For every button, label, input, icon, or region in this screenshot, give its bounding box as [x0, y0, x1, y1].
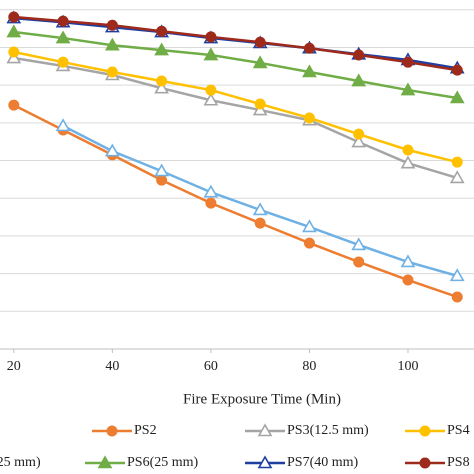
- marker: [205, 197, 217, 209]
- marker: [57, 15, 69, 27]
- marker: [156, 25, 168, 37]
- legend-label: PS8: [447, 455, 470, 470]
- marker: [303, 42, 315, 54]
- marker: [353, 256, 365, 268]
- marker: [106, 66, 118, 78]
- series-line: [13, 104, 458, 299]
- marker: [8, 46, 20, 58]
- marker: [97, 455, 113, 469]
- x-tick-label: 100: [397, 359, 418, 374]
- marker: [8, 99, 20, 111]
- marker: [104, 37, 120, 51]
- marker: [104, 143, 120, 157]
- marker: [203, 184, 219, 198]
- marker: [205, 31, 217, 43]
- series-line: [13, 56, 458, 180]
- marker: [400, 155, 416, 169]
- series: [6, 24, 465, 104]
- legend-item: PS7(40 mm): [245, 455, 359, 470]
- series: [8, 11, 463, 76]
- marker: [351, 73, 367, 87]
- legend-label: PS6(25 mm): [127, 455, 199, 470]
- marker: [351, 237, 367, 251]
- marker: [254, 217, 266, 229]
- marker: [353, 49, 365, 61]
- marker: [451, 64, 463, 76]
- marker: [203, 47, 219, 61]
- marker: [257, 455, 273, 469]
- marker: [156, 174, 168, 186]
- marker: [351, 134, 367, 148]
- x-tick-label: 60: [204, 359, 218, 374]
- marker: [55, 118, 71, 132]
- marker: [419, 425, 431, 437]
- marker: [402, 274, 414, 286]
- marker: [154, 42, 169, 56]
- marker: [400, 82, 416, 96]
- marker: [451, 156, 463, 168]
- legend-label: PS4: [447, 423, 470, 438]
- marker: [154, 80, 169, 94]
- series-line: [13, 50, 458, 164]
- x-tick-label: 80: [302, 359, 316, 374]
- marker: [156, 75, 168, 87]
- marker: [154, 163, 169, 177]
- marker: [205, 84, 217, 96]
- marker: [254, 36, 266, 48]
- marker: [302, 64, 317, 78]
- marker: [400, 254, 416, 268]
- marker: [419, 457, 431, 469]
- x-tick-label: 20: [7, 359, 21, 374]
- marker: [254, 98, 266, 110]
- marker: [203, 92, 219, 106]
- x-axis-title: Fire Exposure Time (Min): [183, 391, 341, 407]
- series: [8, 46, 463, 168]
- series: [6, 50, 465, 184]
- marker: [55, 30, 71, 44]
- marker: [449, 268, 465, 282]
- marker: [57, 56, 69, 68]
- legend-item: PS6(25 mm): [85, 455, 199, 470]
- series-line: [62, 124, 458, 278]
- marker: [106, 19, 118, 31]
- legend-item: PS8: [405, 455, 470, 470]
- legend-item: PS4: [405, 423, 470, 438]
- marker: [303, 112, 315, 124]
- marker: [402, 56, 414, 68]
- legend-item: (25 mm): [0, 455, 41, 470]
- marker: [252, 202, 268, 216]
- marker: [449, 170, 465, 184]
- x-tick-label: 40: [105, 359, 119, 374]
- marker: [449, 90, 465, 104]
- legend-label: PS2: [134, 423, 157, 438]
- legend-label: PS7(40 mm): [287, 455, 359, 470]
- legend-item: PS2: [92, 423, 157, 438]
- legend-label: (25 mm): [0, 455, 41, 470]
- marker: [257, 423, 273, 437]
- series-line: [13, 15, 458, 72]
- series: [55, 118, 465, 282]
- marker: [252, 55, 268, 69]
- marker: [302, 219, 317, 233]
- marker: [402, 144, 414, 156]
- marker: [6, 24, 22, 38]
- legend-item: PS3(12.5 mm): [245, 423, 369, 438]
- marker: [353, 128, 365, 140]
- series-line: [13, 30, 458, 100]
- marker: [106, 425, 118, 437]
- marker: [8, 11, 20, 23]
- legend-label: PS3(12.5 mm): [287, 423, 369, 438]
- marker: [451, 291, 463, 303]
- marker: [303, 237, 315, 249]
